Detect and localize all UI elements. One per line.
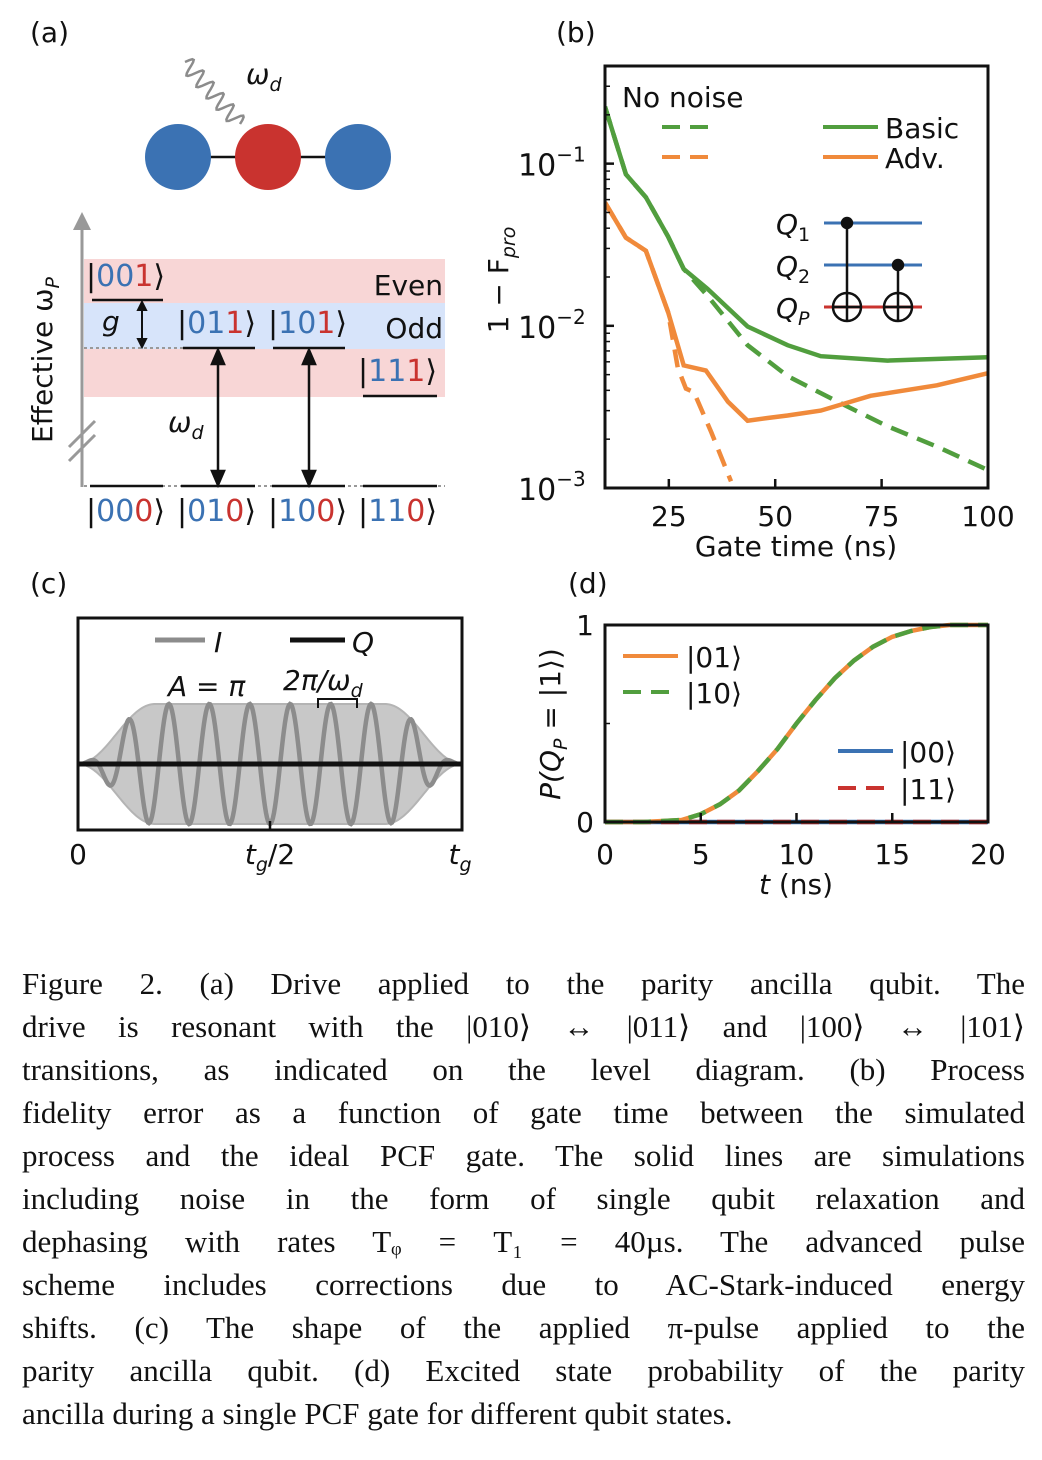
legend-basic-label: Basic — [885, 112, 959, 145]
panel-b: (b) 25 50 75 100 10−1 10−2 10−3 1 − Fpro Gate … — [482, 16, 1015, 563]
legend-q-label: Q — [352, 626, 374, 659]
parity-qubit-circle — [235, 124, 301, 190]
legend-adv-label: Adv. — [885, 142, 945, 175]
legend-i-label: I — [214, 626, 222, 659]
ket-100: |100⟩ — [268, 494, 347, 529]
axis-arrow-icon — [73, 212, 91, 230]
qubit-2-circle — [325, 124, 391, 190]
b-xtick-label: 25 — [651, 500, 687, 533]
ket-111: |111⟩ — [358, 354, 437, 389]
inset-circuit: Q1 Q2 QP — [776, 208, 922, 330]
series-basic — [605, 106, 988, 363]
ket-010: |010⟩ — [177, 494, 256, 529]
panel-a: (a) ωd Effective ωP g Even Odd — [26, 16, 445, 529]
caption-line: including noise in the form of single qu… — [22, 1181, 1025, 1216]
caption-line: ancilla during a single PCF gate for dif… — [22, 1396, 733, 1431]
c-xtick-0: 0 — [69, 838, 87, 871]
panel-d-label: (d) — [568, 567, 608, 600]
caption-line: shifts. (c) The shape of the applied π-p… — [22, 1310, 1025, 1345]
cnot-2-icon — [882, 258, 914, 323]
q2-label: Q2 — [776, 250, 810, 288]
transition-frequency-label: ωd — [168, 406, 204, 444]
b-xtick-label: 75 — [864, 500, 900, 533]
b-xtick-label: 50 — [757, 500, 793, 533]
figure: (a) ωd Effective ωP g Even Odd — [26, 16, 1015, 901]
b-ytick-label: 10−3 — [518, 467, 586, 508]
c-xtick-tg: tg — [448, 838, 471, 876]
b-xtick-label: 100 — [961, 500, 1014, 533]
period-annotation: 2π/ωd — [283, 664, 364, 702]
caption-line: fidelity error as a function of gate tim… — [22, 1095, 1025, 1130]
panel-b-ylabel: 1 − Fpro — [482, 227, 520, 334]
figure-caption: Figure 2. (a) Drive applied to the parit… — [22, 962, 1025, 1435]
ket-011: |011⟩ — [177, 306, 256, 341]
panel-c: (c) I Q A = π 2π/ωd 0 tg/2 tg — [30, 567, 472, 876]
coupling-g-label: g — [102, 305, 120, 338]
panel-d-xlabel: t (ns) — [759, 868, 833, 901]
qubit-1-circle — [145, 124, 211, 190]
c-xtick-half: tg/2 — [245, 838, 295, 876]
legend-11-label: |11⟩ — [900, 773, 956, 806]
qp-label: QP — [776, 292, 810, 330]
series-adv- — [605, 201, 988, 424]
legend-00-label: |00⟩ — [900, 736, 956, 769]
panel-a-label: (a) — [30, 16, 69, 49]
panel-d-ylabel: P(QP = |1⟩) — [534, 648, 572, 800]
d-xtick-label: 15 — [874, 838, 910, 871]
panel-b-xlabel: Gate time (ns) — [695, 530, 897, 563]
amplitude-annotation: A = π — [166, 670, 246, 703]
caption-line: drive is resonant with the |010⟩ ↔ |011⟩… — [22, 1009, 1025, 1044]
coupling-arrow-icon — [136, 299, 148, 350]
b-ytick-label: 10−1 — [518, 143, 586, 184]
ket-101: |101⟩ — [268, 306, 347, 341]
cnot-1-icon — [831, 216, 863, 323]
ket-110: |110⟩ — [358, 494, 437, 529]
axis-break-icon — [67, 433, 97, 463]
period-bracket — [317, 698, 358, 708]
d-ytick-label: 0 — [576, 806, 594, 839]
legend-title-no-noise: No noise — [622, 81, 743, 114]
drive-frequency-label: ωd — [246, 58, 282, 96]
caption-line: scheme includes corrections due to AC-St… — [22, 1267, 1025, 1302]
caption-line: dephasing with rates Tᵩ = T₁ = 40µs. The… — [22, 1224, 1025, 1259]
drive-wave-icon — [184, 57, 245, 125]
q1-label: Q1 — [776, 208, 810, 246]
caption-line: transitions, as indicated on the level d… — [22, 1052, 1025, 1087]
legend-01-label: |01⟩ — [686, 641, 742, 674]
caption-line: process and the ideal PCF gate. The soli… — [22, 1138, 1025, 1173]
caption-line: Figure 2. (a) Drive applied to the parit… — [22, 966, 1025, 1001]
panel-c-plot — [76, 701, 464, 830]
panel-b-label: (b) — [556, 16, 596, 49]
d-xtick-label: 5 — [692, 838, 710, 871]
legend-10-label: |10⟩ — [686, 677, 742, 710]
even-label: Even — [374, 269, 443, 302]
drive-arrow-1-icon — [210, 346, 226, 489]
b-ytick-label: 10−2 — [518, 305, 586, 346]
panel-c-frame — [76, 616, 464, 832]
d-xtick-label: 0 — [596, 838, 614, 871]
odd-label: Odd — [385, 312, 443, 345]
series-adv-no-noise- — [605, 201, 734, 483]
energy-axis-label: Effective ωP — [26, 276, 64, 443]
panel-b-frame — [603, 64, 990, 490]
panel-b-plot: 25 50 75 100 10−1 10−2 10−3 — [518, 65, 1015, 533]
axis-break-icon — [67, 419, 97, 449]
ket-000: |000⟩ — [86, 494, 165, 529]
d-xtick-label: 10 — [779, 838, 815, 871]
panel-d: (d) 0 5 10 15 20 0 1 P(QP = |1⟩) t (ns) |01⟩ |… — [534, 567, 1006, 901]
caption-line: parity ancilla qubit. (d) Excited state … — [22, 1353, 1025, 1388]
d-ytick-label: 1 — [576, 609, 594, 642]
ket-001: |001⟩ — [86, 259, 165, 294]
drive-arrow-2-icon — [301, 346, 317, 489]
ket-labels: |001⟩ |011⟩ |101⟩ |111⟩ |000⟩ |010⟩ |100⟩ |110⟩ — [86, 259, 437, 529]
panel-d-frame — [603, 623, 990, 824]
panel-c-label: (c) — [30, 567, 67, 600]
d-xtick-label: 20 — [970, 838, 1006, 871]
